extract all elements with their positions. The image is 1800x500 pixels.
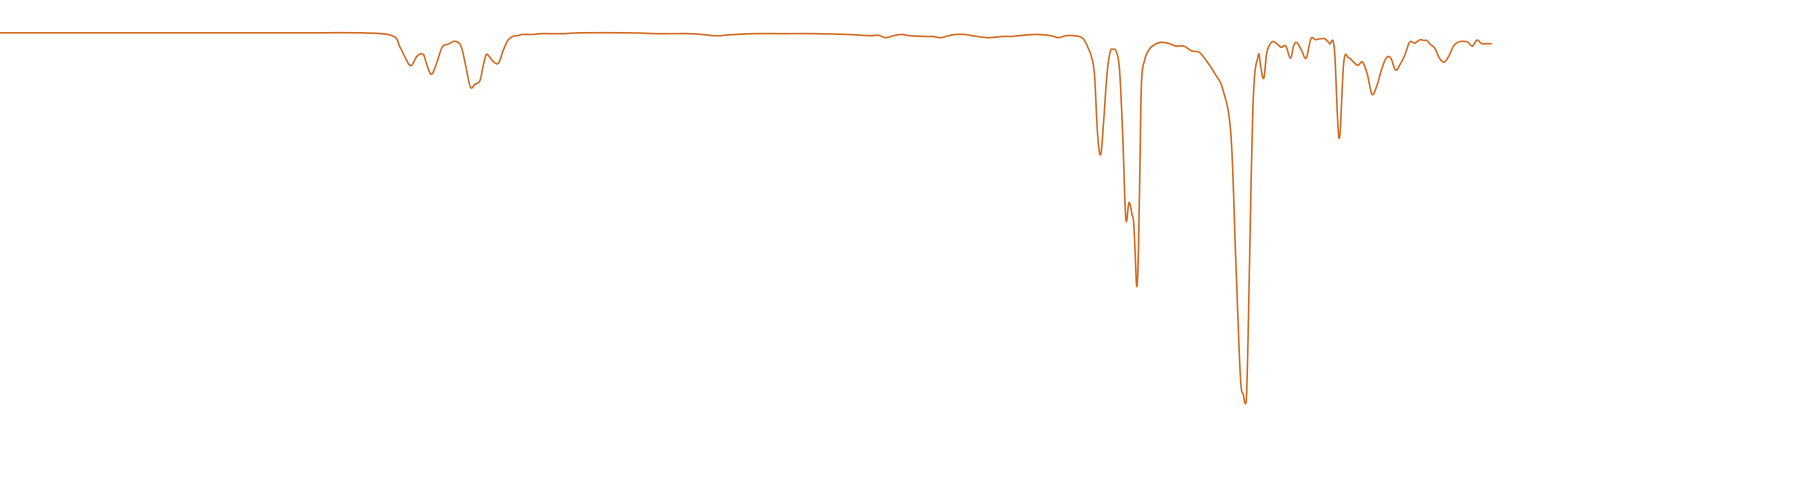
plot-area [0, 31, 1492, 405]
series-line-0 [0, 31, 1492, 405]
spectrum-chart [0, 31, 1492, 405]
